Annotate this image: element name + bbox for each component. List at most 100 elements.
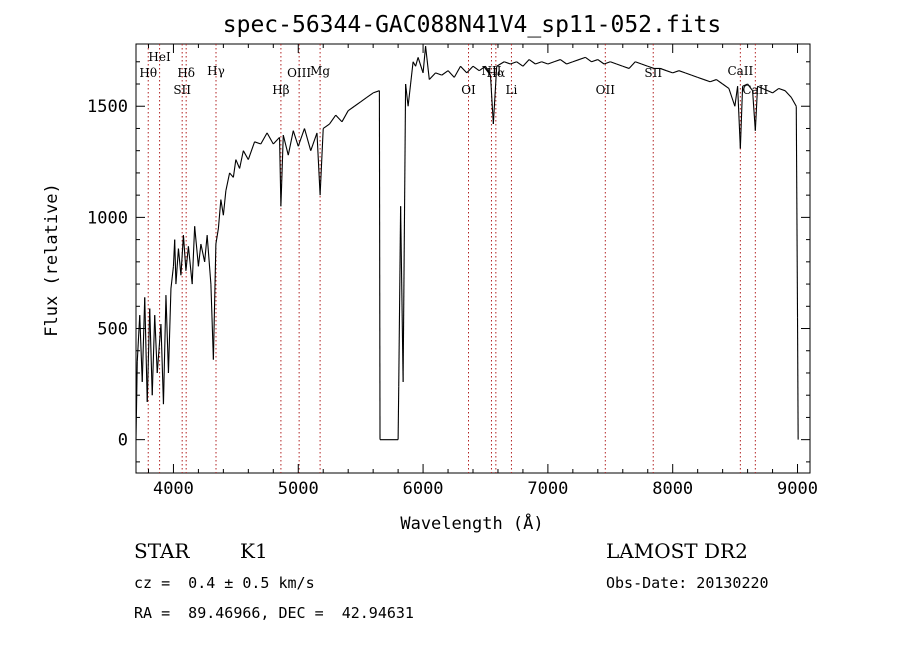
spectrum-segment-0-119 [672, 70, 680, 74]
spectrum-segment-0-141 [784, 90, 792, 98]
spectrum-segment-0-21 [185, 246, 189, 271]
spectrum-segment-0-1 [136, 315, 141, 362]
spectrum-segment-0-114 [641, 63, 648, 67]
plot-area [135, 43, 811, 474]
spectrum-segment-0-42 [254, 141, 261, 145]
spectrum-segment-0-38 [235, 159, 241, 169]
spectrum-segment-0-129 [734, 86, 739, 107]
spectrum-segment-0-121 [685, 72, 692, 76]
spectrum-segment-0-57 [329, 114, 337, 125]
spectrum-segment-0-22 [187, 246, 193, 285]
spectrum-segment-0-23 [191, 226, 196, 285]
x-axis-title: Wavelength (Å) [400, 512, 543, 534]
spectrum-segment-0-19 [180, 235, 184, 276]
spectrum-segment-0-3 [141, 297, 146, 382]
spectrum-series [135, 46, 799, 441]
spectrum-segment-0-140 [778, 87, 786, 92]
spectrum-segment-0-128 [728, 88, 736, 107]
spectrum-segment-0-78 [425, 46, 430, 80]
spectrum-segment-0-26 [200, 243, 206, 262]
y-tick-label-2: 1000 [87, 208, 128, 228]
spectrum-segment-0-106 [591, 59, 598, 63]
spectrum-segment-0-13 [167, 288, 172, 373]
spectrum-segment-0-102 [566, 61, 574, 65]
spectrum-segment-0-25 [197, 243, 202, 267]
spectrum-segment-0-125 [709, 79, 717, 83]
spectrum-segment-0-112 [628, 61, 636, 69]
spectrum-segment-0-54 [316, 132, 321, 196]
spectrum-segment-0-62 [360, 96, 368, 103]
spectrum-segment-0-16 [174, 239, 177, 285]
spectrum-segment-0-117 [660, 67, 667, 72]
spectrum-segment-0-61 [354, 101, 361, 107]
spectrum-segment-0-137 [762, 87, 768, 92]
x-tick-label-5: 9000 [777, 479, 818, 499]
spectrum-segment-0-139 [772, 88, 780, 94]
spectrum-segment-0-134 [752, 90, 756, 131]
y-tick-label-0: 0 [118, 431, 128, 451]
spectrum-segment-0-138 [767, 90, 773, 94]
spectrum-segment-0-59 [341, 110, 349, 123]
spectrum-segment-0-97 [535, 61, 542, 65]
line-label-13: SII [644, 66, 662, 80]
spectrum-segment-0-103 [572, 59, 580, 63]
spectrum-segment-0-58 [335, 114, 343, 123]
chart-title: spec-56344-GAC088N41V4_sp11-052.fits [223, 12, 722, 38]
spectrum-segment-0-60 [347, 105, 355, 112]
spectrum-segment-0-28 [206, 235, 212, 285]
spectrum-segment-0-105 [585, 56, 592, 63]
spectrum-segment-0-46 [278, 137, 282, 207]
x-tick-label-0: 4000 [153, 479, 194, 499]
spectrum-segment-0-69 [400, 206, 404, 382]
spectrum-segment-0-136 [757, 85, 763, 89]
spectrum-segment-0-18 [177, 248, 182, 276]
spectrum-segment-0-9 [156, 324, 162, 374]
spectrum-segment-0-50 [292, 130, 299, 147]
spectrum-segment-0-41 [247, 141, 256, 160]
spectrum-segment-0-35 [225, 172, 231, 191]
spectrum-segment-0-75 [415, 57, 419, 67]
line-label-14: CaII [727, 64, 753, 78]
spectrum-segment-0-96 [528, 59, 536, 65]
spectrum-segment-0-12 [165, 295, 169, 373]
spectrum-segment-0-36 [229, 172, 234, 178]
spectrum-segment-0-56 [322, 123, 330, 129]
spectrum-segment-0-37 [232, 159, 237, 178]
spectrum-segment-0-14 [170, 266, 174, 289]
spectrum-segment-0-7 [151, 315, 156, 396]
line-label-1: HeI [148, 50, 171, 64]
spectrum-segment-0-53 [310, 132, 318, 151]
spectrum-segment-0-127 [722, 83, 730, 89]
spectrum-segment-0-45 [272, 136, 280, 145]
spectrum-segment-0-88 [485, 65, 491, 76]
line-label-8: OI [461, 83, 476, 97]
observation-date: Obs-Date: 20130220 [606, 574, 769, 592]
spectrum-segment-0-90 [492, 66, 498, 125]
spectrum-segment-0-107 [597, 59, 605, 65]
spectrum-segment-0-133 [747, 83, 754, 92]
line-label-11: Li [506, 83, 518, 97]
object-class: STAR [134, 539, 190, 563]
spectrum-segment-0-17 [175, 248, 179, 285]
spectrum-segment-0-20 [182, 235, 187, 271]
spectrum-segment-0-64 [372, 90, 380, 94]
axis-ticks: 4000 5000 6000 7000 8000 9000 0 500 1000 1500 [87, 44, 818, 499]
x-tick-label-4: 8000 [652, 479, 693, 499]
spectrum-segment-0-48 [282, 134, 289, 156]
spectrum-segment-0-30 [212, 244, 217, 360]
line-label-2: SII [173, 83, 191, 97]
spectrum-segment-0-83 [453, 65, 461, 78]
spectrum-segment-0-87 [478, 65, 486, 72]
spectrum-segment-0-39 [239, 150, 244, 169]
spectrum-segment-0-94 [516, 61, 524, 67]
spectrum-segment-0-143 [795, 106, 799, 318]
spectrum-segment-0-4 [144, 297, 148, 402]
coordinates: RA = 89.46966, DEC = 42.94631 [134, 604, 414, 622]
spectrum-segment-0-2 [139, 315, 143, 382]
spectrum-segment-0-126 [716, 79, 723, 85]
spectrum-segment-0-144 [796, 317, 799, 440]
spectrum-segment-0-0 [135, 361, 138, 440]
spectrum-segment-0-86 [472, 65, 480, 72]
y-axis-title: Flux (relative) [42, 183, 62, 337]
